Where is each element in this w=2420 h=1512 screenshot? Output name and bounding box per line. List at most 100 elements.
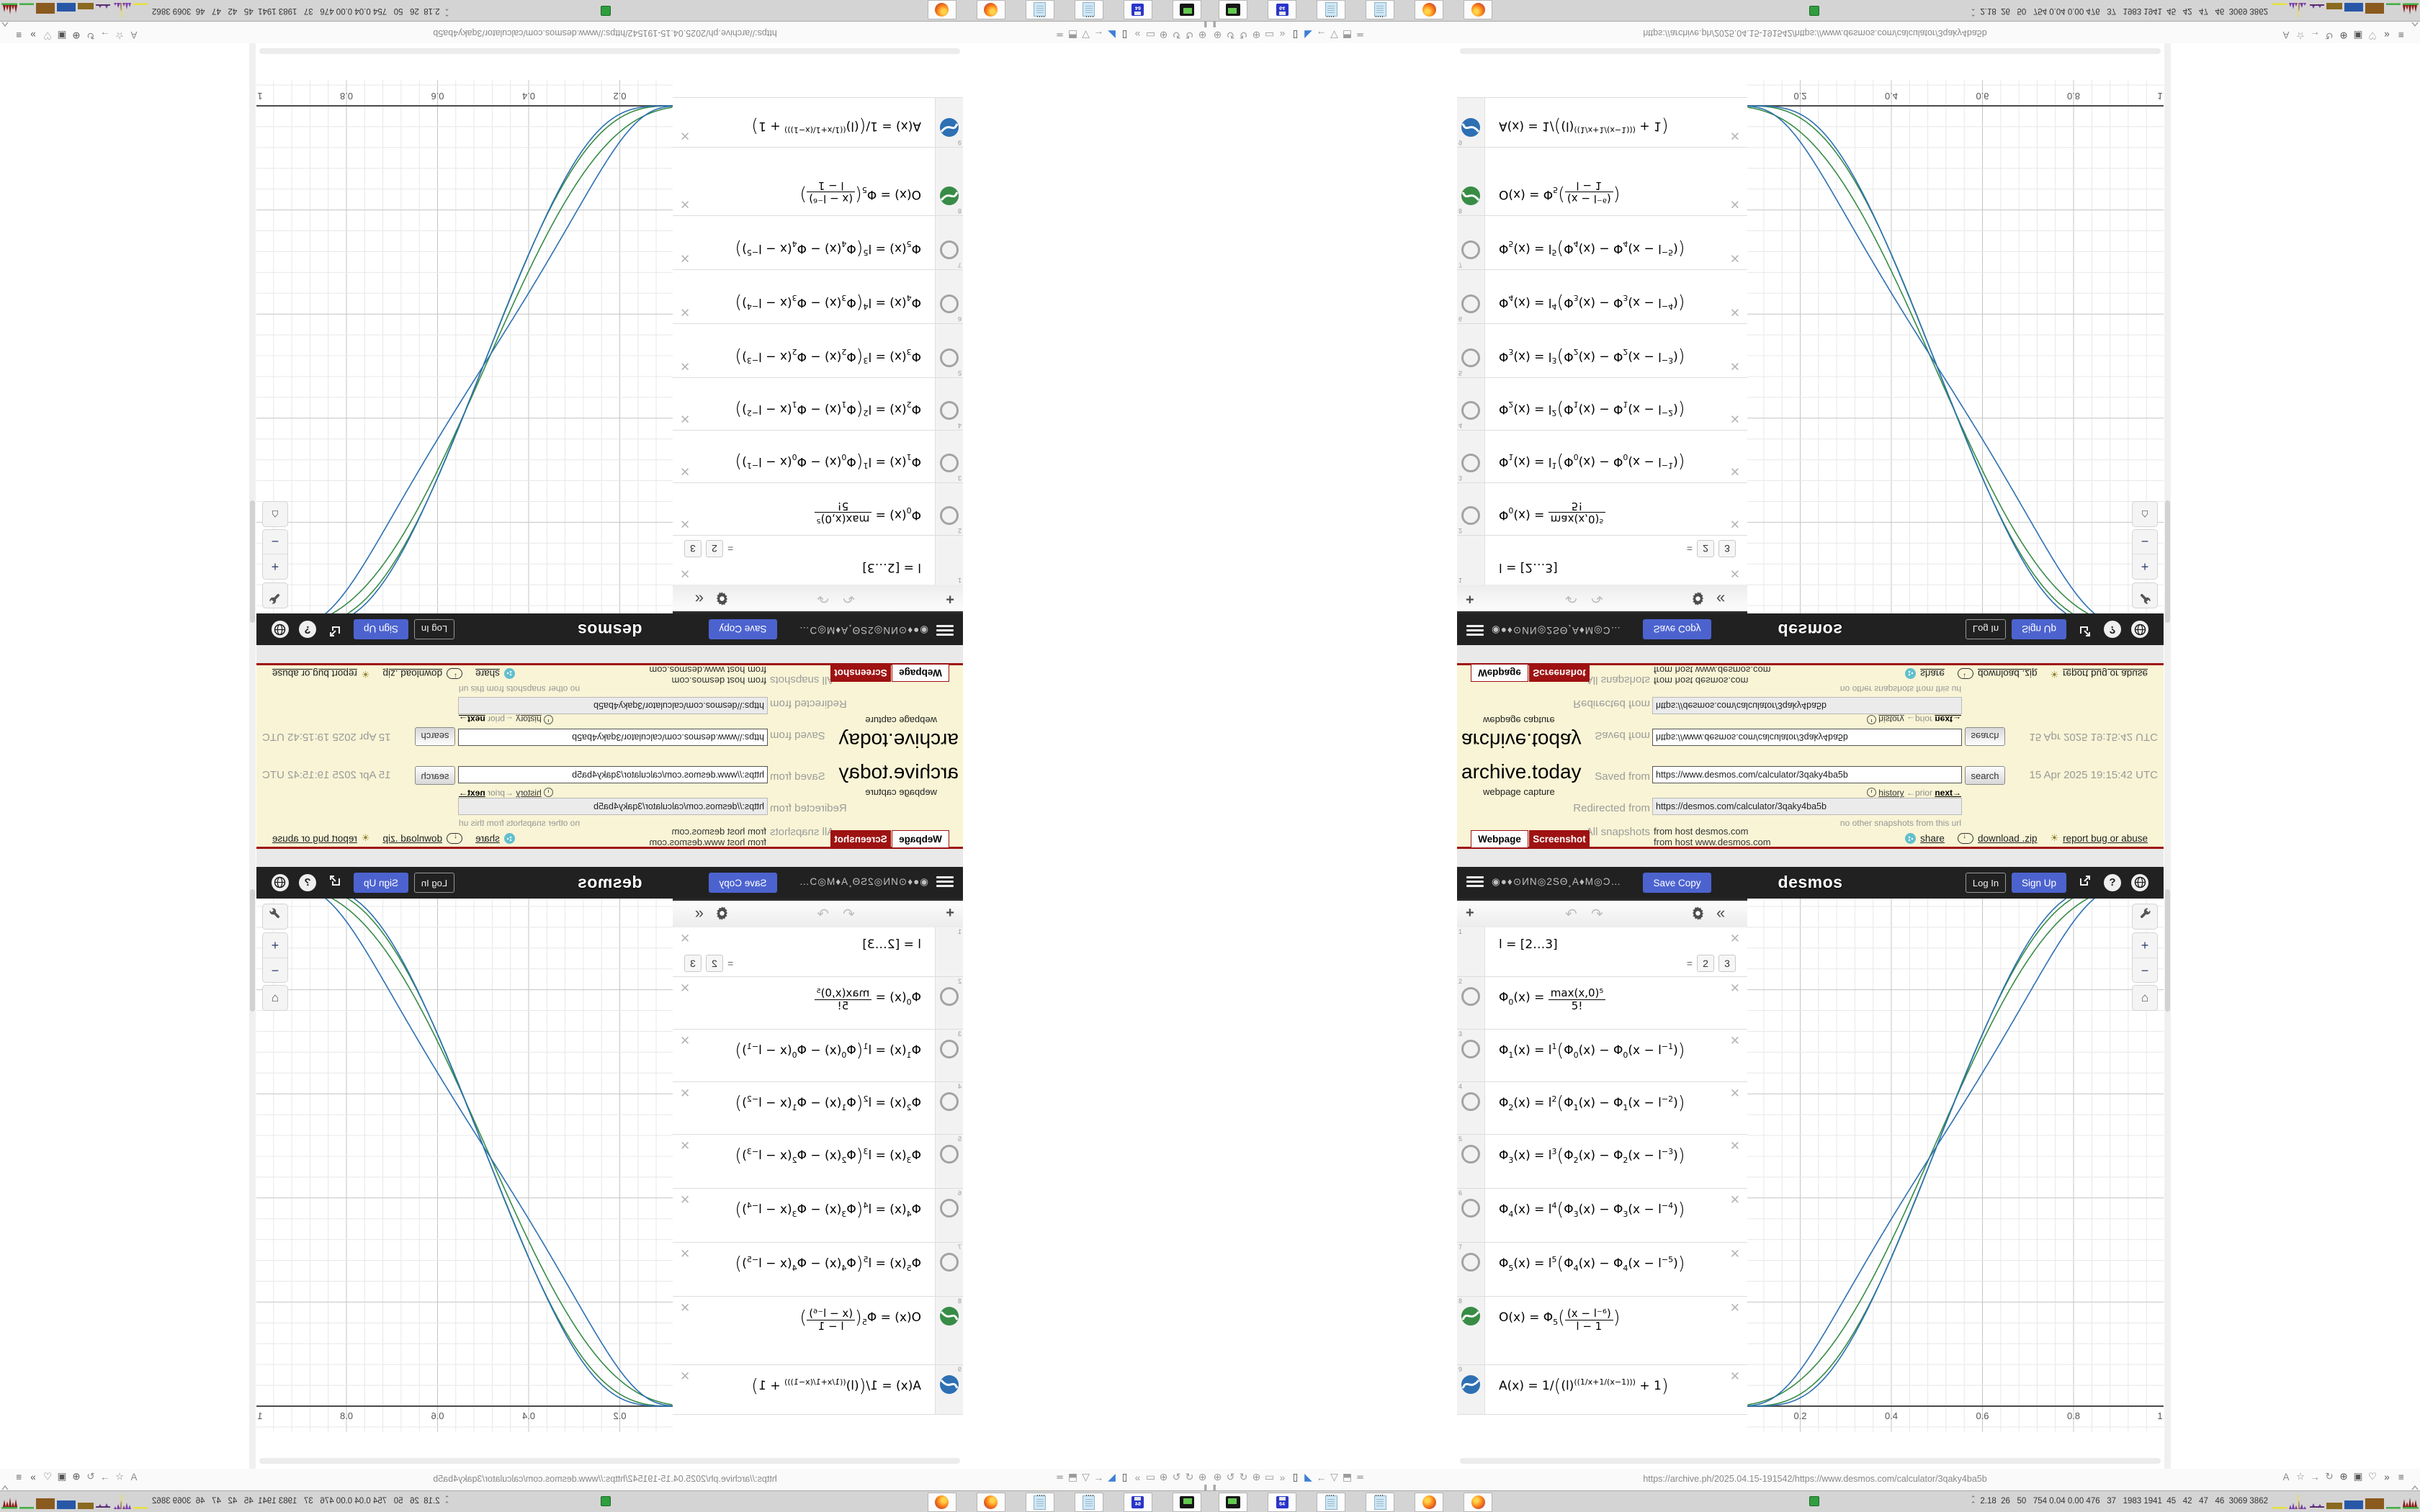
curve-o-x-l-2[interactable] (1747, 899, 2164, 1405)
url-text[interactable]: https://archive.ph/2025.04.15-191542/htt… (433, 1474, 777, 1484)
expression-latex[interactable]: Φ2(x) = l2(Φ1(x) − Φ1(x − l−2)) (1499, 399, 1685, 420)
delete-expression-icon[interactable]: ✕ (1729, 1247, 1740, 1261)
menu-icon[interactable]: ≡ (16, 1471, 22, 1482)
saved-from-input[interactable] (1652, 766, 1962, 783)
taskbar-app-notepad[interactable] (1366, 0, 1394, 19)
archive-logo[interactable]: archive.today (838, 760, 959, 783)
chevrons-icon[interactable]: » (1279, 29, 1286, 41)
hidden-curve-toggle-icon[interactable] (1461, 401, 1480, 420)
refresh-icon[interactable]: ↻ (86, 30, 95, 41)
tab-screenshot[interactable]: Screenshot (830, 830, 891, 847)
zoom-circle-icon[interactable]: ⊕ (1213, 1471, 1222, 1482)
expression-row[interactable]: 9 A(x) = 1/((l)((1/x+1/(x−1))) + 1) ✕ (1457, 97, 1747, 147)
taskbar-app-terminal[interactable] (1219, 1493, 1247, 1512)
lock-icon[interactable]: ⬒ (1342, 1471, 1353, 1482)
delete-expression-icon[interactable]: ✕ (1729, 517, 1740, 531)
collapse-panel-icon[interactable]: « (694, 904, 704, 922)
expression-row[interactable]: 4 Φ2(x) = l2(Φ1(x) − Φ1(x − l−2)) ✕ (1457, 1082, 1747, 1135)
add-expression-button[interactable]: + (1466, 591, 1474, 607)
curve-style-icon[interactable] (940, 186, 959, 205)
globe-icon[interactable]: ⊕ (1252, 1471, 1261, 1482)
graph-paper[interactable]: 0.2 0.4 0.6 0.8 1 + − ⌂ (256, 80, 673, 613)
hidden-curve-toggle-icon[interactable] (940, 1040, 959, 1058)
expression-latex[interactable]: l = [2…3] (862, 937, 921, 952)
report-bug-link[interactable]: report bug or abuse (272, 832, 357, 844)
expression-row[interactable]: 5 Φ3(x) = l3(Φ2(x) − Φ2(x − l−3)) ✕ (1457, 323, 1747, 377)
curve-style-icon[interactable] (1461, 1375, 1480, 1394)
delete-expression-icon[interactable]: ✕ (680, 567, 691, 580)
expression-latex[interactable]: A(x) = 1/((l)((1/x+1/(x−1))) + 1) (751, 116, 921, 137)
expression-row[interactable]: 2 Φ0(x) = max(x,0)⁵ 5! ✕ (673, 977, 963, 1030)
expression-latex[interactable]: Φ1(x) = l1(Φ0(x) − Φ0(x − l−1)) (1499, 451, 1685, 472)
host-link-www-desmos[interactable]: from host www.desmos.com (649, 665, 766, 675)
delete-expression-icon[interactable]: ✕ (1729, 1301, 1740, 1315)
taskbar-app-firefox[interactable] (1415, 0, 1443, 19)
sign-up-button[interactable]: Sign Up (2012, 873, 2066, 893)
scrollbar-thumb[interactable] (250, 500, 255, 623)
language-globe-icon[interactable] (2131, 874, 2148, 891)
delete-expression-icon[interactable]: ✕ (680, 464, 691, 478)
delete-expression-icon[interactable]: ✕ (680, 305, 691, 319)
taskbar-app-notepad[interactable] (1366, 1493, 1394, 1512)
expression-row[interactable]: 3 Φ1(x) = l1(Φ0(x) − Φ0(x − l−1)) ✕ (673, 430, 963, 482)
badge-icon[interactable]: ▣ (57, 1471, 67, 1482)
url-text[interactable]: https://archive.ph/2025.04.15-191542/htt… (1643, 1474, 1987, 1484)
curve-style-icon[interactable] (1461, 118, 1480, 137)
delete-expression-icon[interactable]: ✕ (680, 1086, 691, 1100)
expression-row[interactable]: 5 Φ3(x) = l3(Φ2(x) − Φ2(x − l−3)) ✕ (673, 1135, 963, 1189)
delete-expression-icon[interactable]: ✕ (1729, 412, 1740, 426)
shield-icon[interactable]: ▽ (1330, 1471, 1338, 1482)
home-view-button[interactable]: ⌂ (2132, 501, 2158, 527)
expression-row[interactable]: 7 Φ5(x) = l5(Φ4(x) − Φ4(x − l−5)) ✕ (673, 215, 963, 269)
help-icon[interactable]: ? (299, 874, 316, 891)
delete-expression-icon[interactable]: ✕ (1729, 129, 1740, 143)
delete-expression-icon[interactable]: ✕ (1729, 567, 1740, 580)
collapse-caret-icon[interactable] (2411, 1485, 2419, 1490)
hidden-curve-toggle-icon[interactable] (1461, 294, 1480, 313)
expression-row[interactable]: 2 Φ0(x) = max(x,0)⁵ 5! ✕ (1457, 482, 1747, 535)
download-zip-link[interactable]: download .zip (1977, 832, 2038, 844)
expression-row[interactable]: 9 A(x) = 1/((l)((1/x+1/(x−1))) + 1) ✕ (1457, 1365, 1747, 1415)
hidden-curve-toggle-icon[interactable] (1461, 454, 1480, 472)
redirected-from-input[interactable] (458, 798, 768, 815)
zoom-circle-icon[interactable]: ⊕ (1198, 30, 1207, 41)
globe-dark-icon[interactable]: ⊕ (72, 30, 81, 41)
graph-paper[interactable]: 0.2 0.4 0.6 0.8 1 + − ⌂ (1747, 80, 2164, 613)
redirected-from-input[interactable] (458, 697, 768, 714)
undo-icon[interactable]: ↶ (843, 906, 855, 922)
globe-dark-icon[interactable]: ⊕ (2339, 30, 2348, 41)
tab-webpage[interactable]: Webpage (892, 830, 949, 847)
log-in-button[interactable]: Log In (1966, 619, 2006, 639)
taskbar-app-firefox[interactable] (1464, 0, 1492, 19)
back-arrow-icon[interactable]: ← (1316, 29, 1327, 41)
host-link-www-desmos[interactable]: from host www.desmos.com (649, 837, 766, 847)
delete-expression-icon[interactable]: ✕ (1729, 251, 1740, 265)
expression-row[interactable]: 5 Φ3(x) = l3(Φ2(x) − Φ2(x − l−3)) ✕ (673, 323, 963, 377)
arrow-icon[interactable]: → (100, 1471, 110, 1482)
language-globe-icon[interactable] (272, 874, 289, 891)
expression-latex[interactable]: O(x) = Φ5((x − l⁻⁶) l − 1) (1499, 179, 1621, 206)
expression-latex[interactable]: O(x) = Φ5((x − l⁻⁶) l − 1) (1499, 1306, 1621, 1333)
translate-icon[interactable]: A (130, 1471, 138, 1482)
lock-icon[interactable]: ⬒ (1067, 30, 1078, 41)
log-in-button[interactable]: Log In (414, 873, 454, 893)
taskbar-app-terminal[interactable] (1173, 0, 1201, 19)
collapse-panel-icon[interactable]: « (694, 590, 704, 608)
sign-up-button[interactable]: Sign Up (354, 873, 408, 893)
star-icon[interactable]: ☆ (115, 1471, 125, 1482)
redo-arc-icon[interactable]: ↻ (1172, 1471, 1181, 1482)
taskbar-app-floppy64[interactable]: 64 (1268, 1493, 1296, 1512)
collapse-panel-icon[interactable]: « (1716, 590, 1726, 608)
scrollbar-thumb[interactable] (250, 889, 255, 1012)
hidden-curve-toggle-icon[interactable] (940, 348, 959, 367)
collapse-panel-icon[interactable]: « (1716, 904, 1726, 922)
expression-latex[interactable]: Φ0(x) = max(x,0)⁵ 5! (1499, 499, 1606, 526)
horizontal-scrollbar[interactable] (259, 1458, 960, 1464)
redo-arc-icon[interactable]: ↻ (1172, 30, 1181, 41)
tab-webpage[interactable]: Webpage (1471, 830, 1528, 847)
expression-row[interactable]: 7 Φ5(x) = l5(Φ4(x) − Φ4(x − l−5)) ✕ (1457, 215, 1747, 269)
share-link[interactable]: share (1920, 832, 1945, 844)
expression-latex[interactable]: l = [2…3] (862, 560, 921, 575)
arrow-icon[interactable]: → (100, 30, 110, 41)
